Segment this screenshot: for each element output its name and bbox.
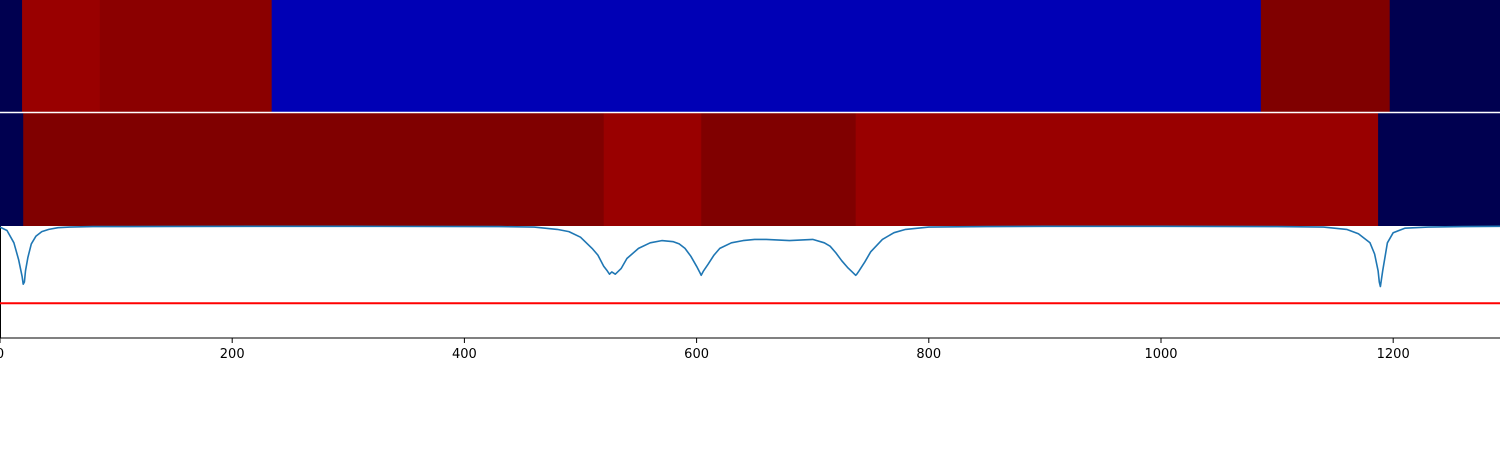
x-tick-label: 800	[916, 347, 941, 362]
heatmap-cell-middle-5	[1378, 113, 1500, 226]
top-heatmap-row	[0, 0, 1500, 112]
middle-heatmap-row	[0, 113, 1500, 226]
heatmap-cell-top-5	[1389, 0, 1500, 112]
heatmap-cell-top-0	[0, 0, 23, 112]
heatmap-cell-top-3	[271, 0, 1262, 112]
x-tick-label: 400	[452, 347, 477, 362]
line-panel	[0, 225, 1500, 339]
heatmap-cell-top-1	[22, 0, 101, 112]
x-tick-label: 1000	[1144, 347, 1177, 362]
x-tick-label: 200	[220, 347, 245, 362]
heatmap-cell-top-4	[1260, 0, 1391, 112]
x-tick-label: 1200	[1377, 347, 1410, 362]
heatmap-cell-top-2	[99, 0, 273, 112]
heatmap-cell-middle-4	[855, 113, 1379, 226]
heatmap-cell-middle-1	[23, 113, 605, 226]
heatmap-cell-middle-3	[701, 113, 857, 226]
heatmap-cell-middle-2	[603, 113, 702, 226]
x-axis-ticks: 0 200 400 600 800 1000 1200	[0, 338, 1410, 362]
heatmap-cell-middle-0	[0, 113, 24, 226]
x-tick-label: 0	[0, 347, 4, 362]
series-line	[0, 225, 1500, 288]
x-tick-label: 600	[684, 347, 709, 362]
